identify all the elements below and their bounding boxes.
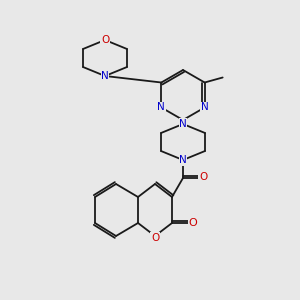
Text: N: N	[158, 103, 165, 112]
Text: O: O	[101, 35, 109, 45]
Text: N: N	[101, 71, 109, 81]
Text: O: O	[151, 233, 159, 243]
Text: N: N	[179, 155, 187, 165]
Text: N: N	[179, 119, 187, 129]
Text: O: O	[199, 172, 207, 182]
Text: O: O	[189, 218, 197, 228]
Text: N: N	[201, 103, 208, 112]
